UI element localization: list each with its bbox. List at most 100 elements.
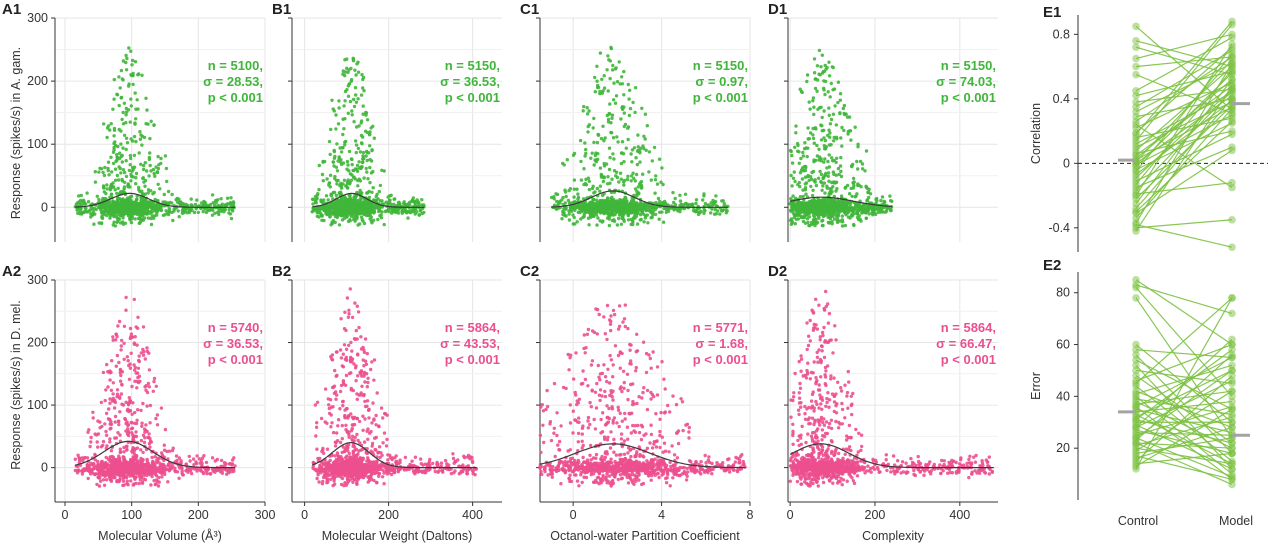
data-point <box>600 77 604 82</box>
data-point <box>102 212 106 217</box>
data-point <box>606 89 610 93</box>
data-point <box>151 389 155 393</box>
data-point <box>129 137 133 141</box>
data-point <box>655 182 660 186</box>
data-point <box>413 212 417 216</box>
data-point <box>130 63 134 67</box>
data-point <box>840 144 844 148</box>
data-point <box>373 206 378 210</box>
data-point <box>790 184 794 188</box>
data-point <box>639 180 644 184</box>
data-point <box>145 346 149 350</box>
stats-annotation: n = 5150, <box>693 58 748 73</box>
data-point <box>144 96 148 101</box>
data-point <box>792 170 796 174</box>
data-point <box>828 135 832 139</box>
data-point <box>589 215 593 219</box>
data-point <box>821 176 825 181</box>
data-point <box>143 357 147 361</box>
data-point <box>596 83 600 88</box>
data-point <box>844 112 848 116</box>
stats-annotation: σ = 0.97, <box>695 74 748 89</box>
data-point <box>591 205 596 209</box>
data-point <box>824 171 828 176</box>
data-point <box>703 208 707 213</box>
data-point <box>353 216 357 220</box>
data-point <box>166 189 171 194</box>
data-point <box>93 170 98 174</box>
data-point <box>823 63 827 68</box>
x-tick-label: 0 <box>62 508 69 522</box>
data-point <box>329 223 333 227</box>
data-point <box>140 197 145 201</box>
data-point <box>111 107 115 111</box>
data-point <box>348 218 352 222</box>
data-point <box>377 189 381 194</box>
data-point <box>825 204 829 208</box>
data-point <box>143 161 147 165</box>
data-point <box>108 128 112 132</box>
data-point <box>134 171 139 176</box>
data-point <box>112 77 117 82</box>
data-point <box>102 173 107 178</box>
data-point <box>678 207 683 211</box>
data-point <box>625 177 630 182</box>
data-point <box>867 212 871 216</box>
data-point <box>622 69 626 74</box>
data-point <box>620 75 624 79</box>
data-point <box>622 178 627 183</box>
data-point <box>827 106 831 110</box>
data-point <box>565 158 569 162</box>
data-point <box>89 440 93 444</box>
data-point <box>362 176 366 180</box>
data-point <box>591 126 595 130</box>
data-point <box>333 214 338 219</box>
data-point <box>144 210 148 215</box>
data-point <box>121 168 126 172</box>
data-point <box>636 204 641 208</box>
data-point <box>819 159 823 163</box>
data-point <box>840 125 844 130</box>
data-point <box>347 68 351 72</box>
data-point <box>345 88 349 92</box>
data-point <box>696 212 701 217</box>
data-point <box>679 202 684 206</box>
data-point <box>828 131 832 135</box>
stats-annotation: p < 0.001 <box>208 90 263 105</box>
data-point <box>796 182 800 187</box>
data-point <box>654 174 658 178</box>
data-point <box>383 209 388 214</box>
data-point <box>790 219 794 223</box>
data-point <box>86 476 90 481</box>
data-point <box>709 211 713 215</box>
data-point <box>352 197 356 201</box>
data-point <box>840 214 844 218</box>
data-point <box>99 221 104 225</box>
data-point <box>117 360 121 365</box>
data-point <box>827 113 831 118</box>
data-point <box>636 145 640 149</box>
data-point <box>610 201 614 206</box>
data-point <box>121 222 126 226</box>
data-point <box>104 411 109 416</box>
data-point <box>135 211 139 215</box>
data-point <box>389 202 393 206</box>
data-point <box>650 159 654 163</box>
data-point <box>606 175 610 179</box>
data-point <box>338 203 342 207</box>
data-point <box>124 53 128 58</box>
data-point <box>552 197 556 201</box>
data-point <box>378 199 382 203</box>
data-point <box>417 213 421 217</box>
data-point <box>311 202 315 206</box>
data-point <box>196 210 200 215</box>
data-point <box>161 213 166 217</box>
data-point <box>694 198 699 202</box>
stats-annotation: n = 5100, <box>208 58 263 73</box>
data-point <box>230 458 235 462</box>
data-point <box>855 159 859 164</box>
data-point <box>155 209 159 213</box>
data-point <box>856 183 860 188</box>
data-point <box>338 160 343 164</box>
data-point <box>791 210 795 215</box>
